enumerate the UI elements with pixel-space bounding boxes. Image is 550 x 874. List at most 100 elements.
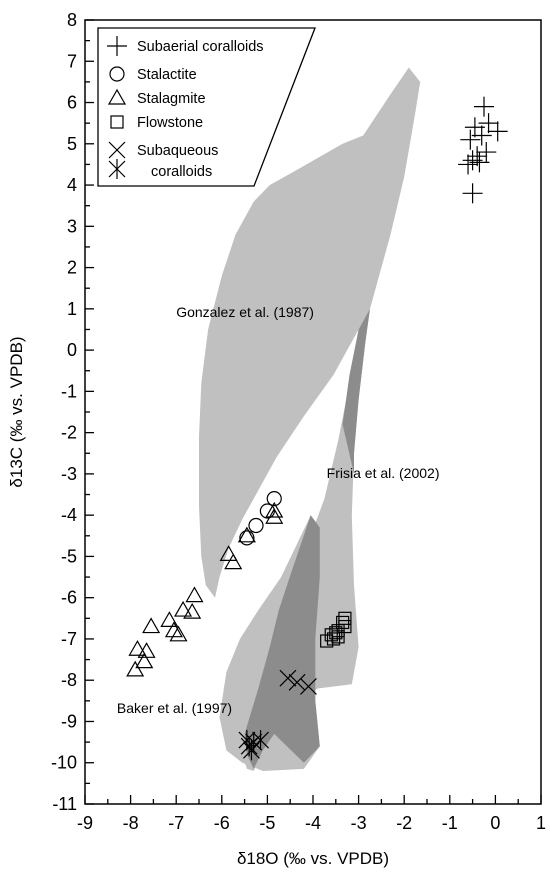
y-tick-label: 1 (67, 299, 77, 319)
data-point-triangle (128, 640, 147, 656)
triangle-marker-shape (169, 625, 188, 642)
y-tick-label: -10 (51, 753, 77, 773)
legend-label-subaerial-coralloids: Subaerial coralloids (137, 39, 264, 55)
region-label-gonzalez-et-al-1987: Gonzalez et al. (1987) (176, 304, 314, 320)
x-tick-label: -7 (168, 813, 184, 833)
data-point-square (336, 615, 350, 630)
y-tick-label: 7 (67, 51, 77, 71)
y-tick-label: 4 (67, 175, 77, 195)
x-tick-label: -4 (305, 813, 321, 833)
data-point-cross (279, 669, 297, 687)
triangle-marker-shape (265, 508, 284, 524)
legend-label-stalactite: Stalactite (137, 67, 197, 83)
x-tick-label: -3 (351, 813, 367, 833)
triangle-marker-shape (126, 660, 145, 677)
x-tick-label: 0 (490, 813, 500, 833)
data-point-asterisk (243, 740, 260, 761)
data-point-plus (474, 96, 494, 117)
data-point-plus (478, 113, 499, 134)
data-point-square (326, 632, 341, 646)
data-point-triangle (164, 621, 183, 638)
legend-label-subaqueous: Subaqueous (137, 143, 218, 159)
data-point-circle (248, 517, 264, 534)
y-tick-label: -2 (61, 423, 77, 443)
x-tick-label: 1 (536, 813, 546, 833)
triangle-marker-shape (128, 640, 147, 656)
data-point-square (338, 611, 352, 625)
legend-square-icon (110, 115, 124, 129)
region-overlap-0 (342, 308, 370, 474)
data-point-circle (259, 503, 275, 519)
data-point-triangle (237, 526, 256, 543)
data-point-plus (471, 125, 492, 146)
y-tick-label: -11 (52, 794, 77, 814)
data-point-triangle (219, 545, 238, 561)
legend-box (97, 27, 316, 187)
circle-marker-shape (248, 517, 264, 534)
y-tick-label: -7 (61, 629, 77, 649)
triangle-marker-shape (142, 617, 161, 634)
y-tick-label: -6 (61, 588, 77, 608)
triangle-marker-shape (265, 501, 284, 518)
circle-marker-shape (266, 491, 282, 507)
data-point-cross (288, 673, 306, 691)
region-overlap-1 (244, 515, 320, 769)
circle-marker-shape (259, 503, 275, 519)
x-axis-title: δ18O (‰ vs. VPDB) (237, 849, 389, 868)
data-point-triangle (142, 617, 161, 634)
y-tick-label: -8 (61, 670, 77, 690)
data-point-asterisk (238, 730, 256, 751)
y-tick-label: 6 (67, 93, 77, 113)
square-marker-shape (320, 634, 334, 648)
data-point-triangle (135, 652, 154, 669)
circle-marker-shape (109, 66, 125, 82)
data-point-plus (458, 154, 479, 175)
axes-layer: -9 -8 -7 -6 -5 -4 -3 -2 -1 0 1876543210-1-2-3-4-5-… (51, 10, 546, 833)
overlaps-layer (244, 308, 370, 769)
triangle-marker-shape (237, 526, 256, 543)
data-point-plus (487, 121, 508, 142)
cross-marker-b (288, 673, 306, 691)
x-tick-label: -9 (77, 813, 93, 833)
y-tick-label: -4 (61, 505, 77, 525)
legend-circle-icon (109, 66, 125, 82)
axis-titles: δ18O (‰ vs. VPDB) δ13C (‰ vs. VPDB) (7, 336, 389, 868)
region-label-baker-et-al-1997: Baker et al. (1997) (117, 700, 232, 716)
y-tick-label: 5 (67, 134, 77, 154)
cross-marker-b (300, 677, 317, 695)
data-point-plus (469, 152, 490, 173)
data-point-circle (239, 530, 255, 546)
data-point-triangle (265, 501, 284, 518)
triangle-marker-shape (164, 621, 183, 638)
triangle-marker-shape (185, 586, 204, 603)
x-tick-label: -2 (396, 813, 412, 833)
y-tick-label: -5 (61, 546, 77, 566)
triangle-marker-shape (174, 600, 193, 617)
legend-label-flowstone: Flowstone (137, 115, 203, 131)
legend-label-stalagmite: Stalagmite (137, 91, 206, 107)
legend-asterisk-icon (108, 159, 126, 179)
cross-marker-b (108, 141, 126, 159)
y-tick-label: -1 (61, 381, 77, 401)
square-marker-shape (331, 630, 345, 644)
data-point-asterisk (252, 730, 269, 751)
data-point-triangle (169, 625, 188, 642)
triangle-marker-shape (160, 611, 179, 627)
legend: Subaerial coralloids Stalactite Stalagmite… (97, 27, 316, 187)
circle-marker-shape (239, 530, 255, 546)
data-point-triangle (224, 553, 243, 570)
points-layer (126, 96, 508, 761)
x-tick-label: -6 (214, 813, 230, 833)
data-point-triangle (265, 508, 284, 524)
data-point-triangle (160, 611, 179, 627)
data-point-circle (266, 491, 282, 507)
data-point-plus (476, 142, 497, 163)
y-tick-label: 2 (67, 258, 77, 278)
region-label-frisia-et-al-2002: Frisia et al. (2002) (327, 465, 440, 481)
legend-triangle-icon (107, 88, 127, 105)
data-point-triangle (185, 586, 204, 603)
cross-marker-b (279, 669, 297, 687)
triangle-marker-shape (224, 553, 243, 570)
x-tick-label: -1 (442, 813, 458, 833)
